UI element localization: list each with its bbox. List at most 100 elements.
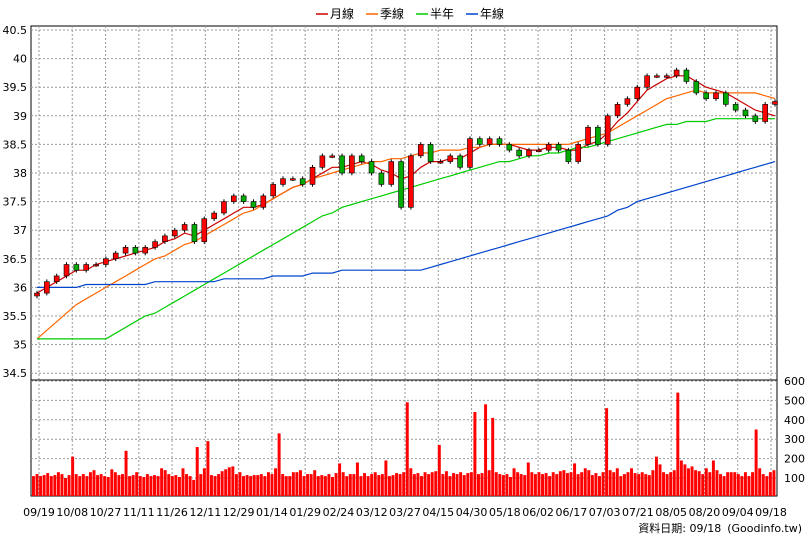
volume-bar	[160, 468, 164, 496]
x-tick-label: 09/19	[23, 506, 55, 519]
candle-body	[545, 144, 552, 151]
volume-bar	[217, 474, 221, 496]
candle-body	[476, 138, 483, 145]
candle-body	[732, 104, 739, 111]
volume-bar	[60, 474, 64, 496]
volume-bar	[626, 472, 630, 496]
volume-bar	[711, 460, 715, 496]
volume-bar	[751, 472, 755, 496]
volume-bar	[313, 470, 317, 496]
volume-bar	[202, 468, 206, 496]
volume-bar	[192, 479, 196, 496]
volume-bar	[395, 473, 399, 496]
volume-bar	[704, 468, 708, 496]
ma-line-2	[36, 89, 776, 340]
volume-bar	[644, 474, 648, 496]
price-y-tick-label: 37	[13, 224, 27, 237]
volume-bar	[263, 476, 267, 496]
candle-body	[506, 144, 513, 151]
volume-bar	[608, 470, 612, 496]
volume-y-tick-label: 300	[784, 433, 805, 446]
volume-bar	[64, 478, 67, 496]
volume-bar	[231, 466, 235, 496]
volume-bar	[185, 474, 189, 496]
x-tick-label: 09/18	[755, 506, 787, 519]
volume-bar	[516, 472, 520, 496]
volume-y-tick-label: 200	[784, 453, 805, 466]
volume-bar	[619, 476, 623, 496]
volume-bar	[81, 474, 85, 496]
volume-bar	[444, 471, 448, 496]
candle-body	[270, 184, 276, 197]
volume-bar	[605, 408, 609, 496]
volume-bar	[370, 474, 374, 496]
volume-bar	[117, 475, 121, 496]
x-tick-label: 01/14	[256, 506, 288, 519]
candle-body	[585, 126, 591, 145]
volume-bar	[35, 474, 39, 496]
volume-bar	[740, 476, 744, 496]
volume-bar	[327, 474, 331, 496]
candle-body	[595, 126, 601, 145]
candle-body	[673, 69, 680, 77]
x-tick-label: 01/29	[289, 506, 321, 519]
candle-body	[486, 138, 493, 145]
volume-bar	[633, 473, 637, 496]
volume-bar	[53, 475, 57, 496]
volume-bar	[484, 404, 488, 496]
candle-body	[260, 195, 267, 208]
volume-bar	[551, 472, 555, 496]
volume-bar	[270, 474, 274, 496]
legend-label: 月線	[330, 6, 354, 21]
volume-bar	[363, 473, 367, 496]
volume-bar	[85, 476, 89, 496]
data-date-footer: 資料日期: 09/18 (Goodinfo.tw)	[638, 521, 802, 535]
volume-bar	[145, 474, 149, 496]
volume-bar	[651, 470, 655, 496]
volume-bar	[405, 402, 409, 496]
volume-bar	[697, 471, 701, 496]
candle-body	[34, 292, 40, 297]
volume-bar	[526, 462, 530, 496]
volume-bar	[213, 476, 217, 496]
volume-bar	[594, 473, 598, 496]
volume-bar	[630, 468, 634, 496]
volume-bar	[523, 475, 527, 496]
candle-body	[73, 264, 80, 271]
volume-bar	[220, 471, 224, 496]
volume-bar	[598, 476, 601, 496]
candle-body	[349, 155, 355, 174]
volume-bar	[505, 474, 509, 496]
price-y-tick-label: 36	[13, 281, 27, 294]
volume-bar	[156, 476, 160, 496]
volume-bar	[224, 469, 228, 496]
volume-bar	[733, 472, 737, 496]
volume-bar	[110, 469, 114, 496]
volume-bar	[288, 476, 292, 496]
candle-body	[132, 247, 139, 254]
candle-body	[565, 149, 572, 162]
volume-bar	[722, 476, 726, 496]
legend: 月線 季線 半年 年線	[316, 6, 504, 21]
price-y-tick-label: 40	[13, 53, 27, 66]
volume-y-tick-label: 500	[784, 394, 805, 407]
volume-bar	[476, 474, 480, 496]
volume-bar	[537, 472, 541, 496]
volume-bar	[726, 472, 730, 496]
volume-bar	[480, 473, 484, 496]
volume-bar	[377, 475, 381, 496]
volume-bar	[402, 472, 406, 496]
volume-bar	[637, 474, 641, 496]
volume-bar	[708, 472, 712, 496]
candle-body	[398, 161, 404, 208]
volume-bar	[576, 474, 580, 496]
candle-body	[162, 235, 168, 242]
volume-bar	[341, 472, 345, 496]
volume-bar	[249, 476, 253, 496]
volume-bar	[306, 474, 310, 496]
candle-body	[604, 115, 611, 145]
volume-bar	[302, 476, 306, 496]
volume-bar	[473, 412, 477, 496]
candle-body	[53, 275, 60, 282]
volume-bar	[640, 472, 644, 496]
